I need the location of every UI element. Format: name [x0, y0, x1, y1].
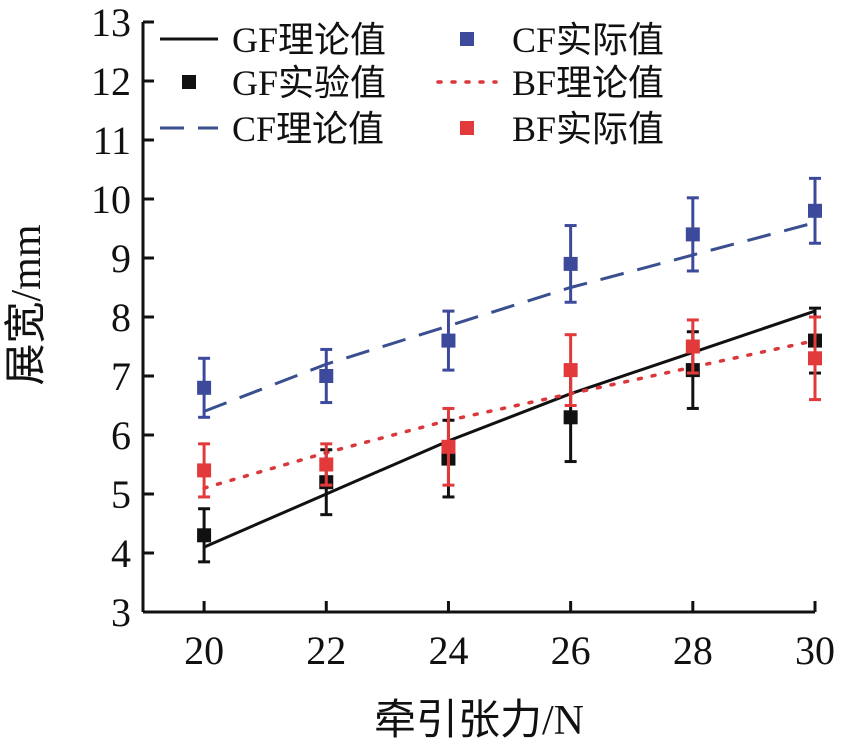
- y-tick-label: 9: [111, 236, 131, 281]
- data-point-5: [685, 339, 700, 354]
- legend-label: CF实际值: [512, 20, 664, 60]
- series-line-4: [202, 338, 817, 490]
- x-tick-label: 24: [428, 628, 468, 673]
- data-point-5: [441, 439, 456, 454]
- y-axis-title: 展宽/mm: [3, 224, 50, 385]
- data-point-3: [441, 333, 456, 348]
- legend-label: BF理论值: [512, 63, 664, 103]
- y-tick-label: 4: [111, 531, 131, 576]
- series-line-0: [203, 309, 816, 549]
- data-point-3: [808, 203, 822, 218]
- data-point-3: [319, 369, 334, 383]
- data-point-5: [319, 457, 334, 472]
- data-point-3: [685, 227, 700, 242]
- y-tick-label: 13: [91, 0, 131, 45]
- axes: 3 4 5 6 7 8 9 10 11 12 13 20 22 24 26 28 30: [91, 0, 835, 673]
- y-tick-label: 7: [111, 354, 131, 399]
- data-point-5: [563, 363, 578, 378]
- data-point-3: [563, 256, 578, 271]
- y-tick-label: 6: [111, 413, 131, 458]
- x-tick-label: 22: [306, 628, 346, 673]
- legend-label: BF实际值: [512, 109, 664, 149]
- y-tick-label: 11: [92, 118, 131, 163]
- series-line-2: [203, 221, 816, 413]
- x-tick-label: 28: [673, 628, 713, 673]
- legend-label: CF理论值: [232, 109, 384, 149]
- legend-marker-swatch: [460, 32, 474, 46]
- data-point-1: [197, 528, 212, 543]
- plot-area: [197, 176, 822, 564]
- data-point-5: [808, 351, 822, 366]
- legend-label: GF理论值: [232, 20, 386, 60]
- data-point-1: [563, 410, 578, 425]
- y-tick-label: 8: [111, 295, 131, 340]
- y-tick-label: 12: [91, 59, 131, 104]
- legend-label: GF实验值: [232, 63, 386, 103]
- y-tick-label: 10: [91, 177, 131, 222]
- x-tick-label: 30: [795, 628, 835, 673]
- x-tick-label: 26: [551, 628, 591, 673]
- x-axis-title: 牵引张力/N: [374, 698, 584, 744]
- data-point-3: [197, 380, 212, 395]
- y-tick-label: 3: [111, 590, 131, 635]
- y-tick-label: 5: [111, 472, 131, 517]
- legend-marker-swatch: [460, 121, 474, 135]
- data-point-5: [197, 463, 212, 478]
- legend-marker-swatch: [182, 75, 196, 89]
- x-tick-label: 20: [184, 628, 224, 673]
